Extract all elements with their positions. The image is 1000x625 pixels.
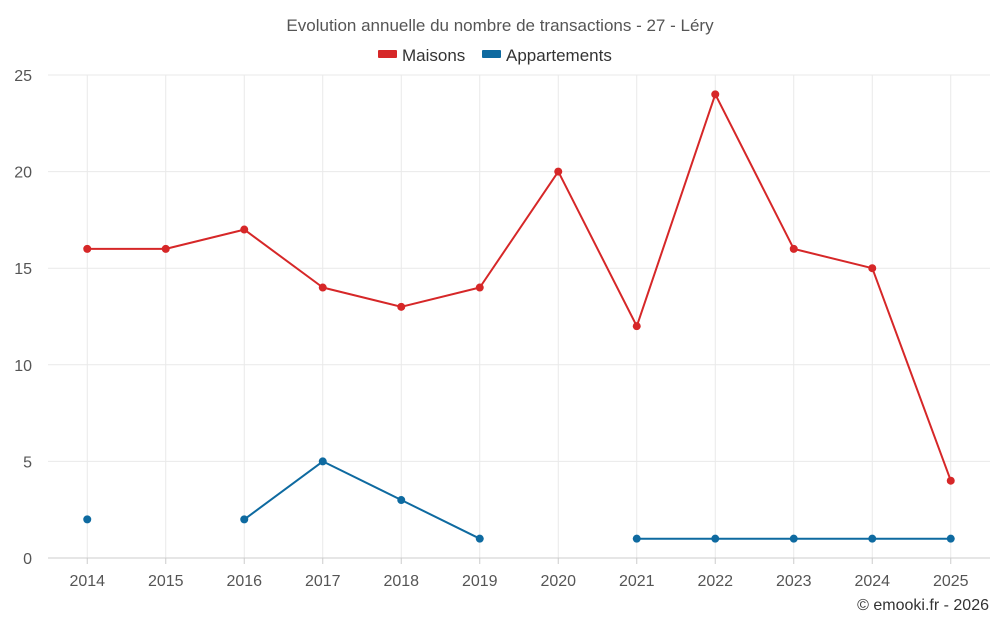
series-line-appartements (243, 460, 481, 540)
data-point-maisons[interactable] (789, 244, 798, 253)
data-point-appartements[interactable] (397, 496, 406, 505)
data-point-maisons[interactable] (240, 225, 249, 234)
credit-text: © emooki.fr - 2026 (857, 597, 989, 614)
legend-item-maisons[interactable]: Maisons (378, 46, 465, 65)
y-tick-label: 10 (14, 358, 32, 375)
series-layer (83, 90, 955, 543)
x-tick-label: 2022 (697, 573, 733, 590)
x-tick-label: 2015 (148, 573, 184, 590)
data-point-maisons[interactable] (711, 90, 720, 99)
chart-title: Evolution annuelle du nombre de transact… (286, 16, 714, 35)
x-tick-label: 2017 (305, 573, 341, 590)
data-point-appartements[interactable] (475, 534, 484, 543)
data-point-appartements[interactable] (711, 534, 720, 543)
data-point-appartements[interactable] (632, 534, 641, 543)
y-tick-label: 25 (14, 68, 32, 85)
data-point-maisons[interactable] (632, 322, 641, 331)
y-tick-label: 5 (23, 454, 32, 471)
data-point-maisons[interactable] (83, 244, 92, 253)
y-tick-label: 20 (14, 165, 32, 182)
legend-item-appartements[interactable]: Appartements (482, 46, 612, 65)
data-point-appartements[interactable] (318, 457, 327, 466)
x-tick-label: 2019 (462, 573, 498, 590)
data-point-appartements[interactable] (240, 515, 249, 524)
x-tick-label: 2016 (226, 573, 262, 590)
data-point-maisons[interactable] (475, 283, 484, 292)
data-point-appartements[interactable] (83, 515, 92, 524)
legend-swatch-appartements (482, 50, 501, 58)
legend-label-maisons: Maisons (402, 46, 465, 65)
x-tick-label: 2014 (69, 573, 105, 590)
data-point-maisons[interactable] (554, 167, 563, 176)
data-point-appartements[interactable] (789, 534, 798, 543)
x-tick-label: 2025 (933, 573, 969, 590)
series-maisons (83, 90, 955, 485)
grid (48, 74, 990, 558)
x-tick-label: 2021 (619, 573, 655, 590)
x-tick-label: 2018 (383, 573, 419, 590)
data-point-maisons[interactable] (946, 476, 955, 485)
legend: Maisons Appartements (378, 46, 612, 65)
series-line-maisons (86, 93, 952, 482)
data-point-maisons[interactable] (397, 302, 406, 311)
y-tick-label: 15 (14, 261, 32, 278)
series-appartements (83, 457, 955, 543)
y-tick-label: 0 (23, 551, 32, 568)
x-tick-label: 2024 (854, 573, 890, 590)
data-point-appartements[interactable] (946, 534, 955, 543)
data-point-appartements[interactable] (868, 534, 877, 543)
data-point-maisons[interactable] (318, 283, 327, 292)
x-tick-label: 2020 (540, 573, 576, 590)
legend-label-appartements: Appartements (506, 46, 612, 65)
x-tick-label: 2023 (776, 573, 812, 590)
data-point-maisons[interactable] (161, 244, 170, 253)
data-point-maisons[interactable] (868, 264, 877, 273)
legend-swatch-maisons (378, 50, 397, 58)
